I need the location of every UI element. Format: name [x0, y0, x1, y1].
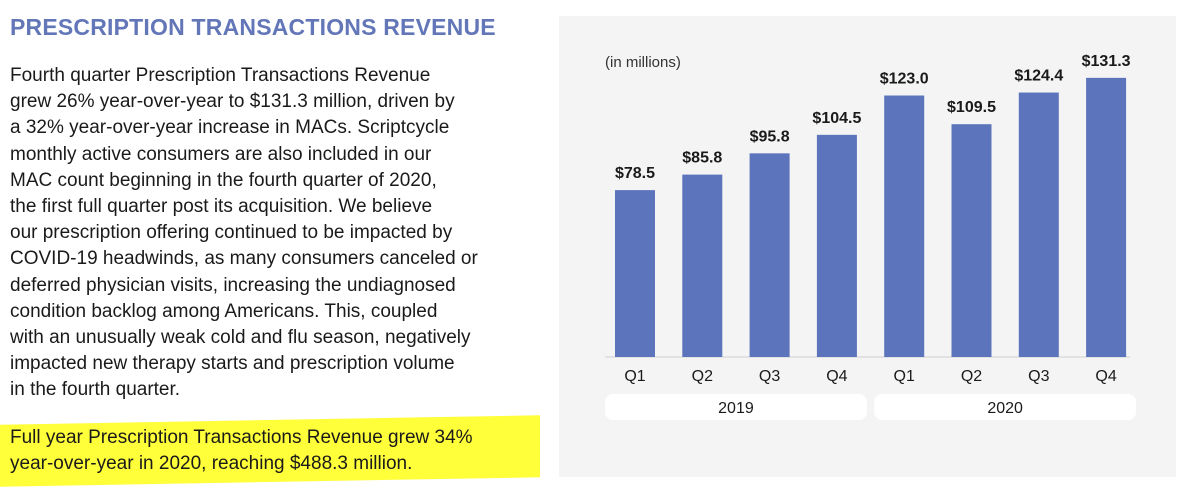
tick-label-3: Q3 [759, 368, 780, 385]
year-pill-2019 [605, 394, 867, 420]
tick-labels-group: Q1 Q2 Q3 Q4 Q1 Q2 Q3 Q4 [624, 368, 1117, 385]
bar-6 [951, 124, 992, 357]
bar-1 [615, 190, 655, 357]
value-label-7: $124.4 [1014, 68, 1063, 85]
bar-chart: (in millions) $78.5 $85.8 $95.8 $104.5 $123.… [605, 53, 1137, 420]
bar-2 [682, 174, 723, 357]
tick-label-2: Q2 [692, 368, 713, 385]
tick-label-7: Q3 [1028, 368, 1049, 385]
bar-8 [1086, 77, 1127, 358]
tick-label-5: Q1 [894, 368, 915, 385]
value-label-8: $131.3 [1082, 53, 1131, 70]
year-label-2020: 2020 [987, 400, 1023, 417]
bar-3 [749, 153, 790, 357]
bar-4 [816, 134, 857, 357]
value-label-3: $95.8 [750, 128, 790, 145]
bar-7 [1018, 92, 1059, 357]
value-label-6: $109.5 [947, 99, 996, 116]
tick-label-1: Q1 [624, 368, 645, 385]
year-label-2019: 2019 [718, 400, 754, 417]
value-label-4: $104.5 [812, 110, 861, 127]
value-label-1: $78.5 [615, 165, 655, 182]
bars-group [615, 77, 1127, 358]
value-labels-group: $78.5 $85.8 $95.8 $104.5 $123.0 $109.5 $124.4 $… [615, 53, 1131, 182]
tick-label-6: Q2 [961, 368, 982, 385]
tick-label-4: Q4 [826, 368, 847, 385]
bar-5 [884, 95, 925, 357]
text-column: PRESCRIPTION TRANSACTIONS REVENUE Fourth… [0, 14, 540, 487]
unit-note: (in millions) [605, 54, 681, 71]
year-pill-2020 [874, 394, 1137, 420]
body-paragraph: Fourth quarter Prescription Transactions… [10, 65, 478, 401]
chart-panel: (in millions) $78.5 $85.8 $95.8 $104.5 $123.… [559, 16, 1176, 477]
summary-paragraph: Full year Prescription Transactions Reve… [10, 426, 473, 474]
highlighted-summary: Full year Prescription Transactions Reve… [0, 414, 540, 487]
section-heading: PRESCRIPTION TRANSACTIONS REVENUE [10, 14, 496, 40]
value-label-2: $85.8 [682, 150, 722, 167]
tick-label-8: Q4 [1095, 368, 1116, 385]
value-label-5: $123.0 [880, 71, 929, 88]
year-groups: 2019 2020 [605, 394, 1137, 420]
